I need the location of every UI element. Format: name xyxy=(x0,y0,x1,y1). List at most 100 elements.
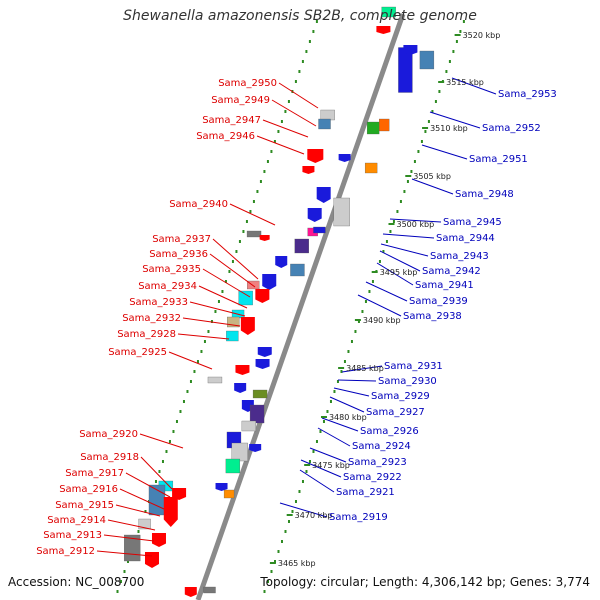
tick-dot xyxy=(315,440,318,443)
gene-arrow xyxy=(307,208,322,222)
gene-label-sama-2947[interactable]: Sama_2947 xyxy=(202,115,261,126)
gene-label-sama-2925[interactable]: Sama_2925 xyxy=(108,347,167,358)
label-connector xyxy=(389,218,442,223)
tick-dot xyxy=(200,350,203,353)
gene-label-sama-2919[interactable]: Sama_2919 xyxy=(329,512,388,523)
gene-arrow xyxy=(235,365,250,375)
label-connector xyxy=(140,456,173,490)
gene-label-sama-2923[interactable]: Sama_2923 xyxy=(348,457,407,468)
tick-dot xyxy=(175,420,178,423)
gene-label-sama-2951[interactable]: Sama_2951 xyxy=(469,154,528,165)
gene-label-sama-2921[interactable]: Sama_2921 xyxy=(336,487,395,498)
label-connector xyxy=(125,472,171,498)
tick-dot xyxy=(242,230,245,233)
tick-dot xyxy=(308,40,311,43)
gene-label-sama-2948[interactable]: Sama_2948 xyxy=(455,189,514,200)
label-connectors xyxy=(96,77,497,557)
tick-dot xyxy=(193,370,196,373)
gene-label-sama-2940[interactable]: Sama_2940 xyxy=(169,199,228,210)
gene-label-sama-2944[interactable]: Sama_2944 xyxy=(436,233,495,244)
gene-box xyxy=(419,50,435,70)
gene-label-sama-2913[interactable]: Sama_2913 xyxy=(43,530,102,541)
scale-labels: 3520 kbp 3515 kbp 3510 kbp 3505 kbp 3500 kbp… xyxy=(269,31,500,568)
tick-dot xyxy=(221,290,224,293)
gene-label-sama-2946[interactable]: Sama_2946 xyxy=(196,131,255,142)
tick-dot xyxy=(126,560,129,563)
gene-label-sama-2945[interactable]: Sama_2945 xyxy=(443,217,502,228)
scale-label: 3505 kbp xyxy=(413,172,451,181)
gene-label-sama-2929[interactable]: Sama_2929 xyxy=(371,391,430,402)
gene-label-sama-2932[interactable]: Sama_2932 xyxy=(122,313,181,324)
gene-label-sama-2918[interactable]: Sama_2918 xyxy=(80,452,139,463)
gene-label-sama-2950[interactable]: Sama_2950 xyxy=(218,78,277,89)
gene-label-sama-2930[interactable]: Sama_2930 xyxy=(378,376,437,387)
tick-dot xyxy=(424,130,427,133)
gene-arrow xyxy=(234,383,247,393)
tick-dot xyxy=(329,400,332,403)
gene-label-sama-2914[interactable]: Sama_2914 xyxy=(47,515,106,526)
label-connector xyxy=(177,333,230,340)
tick-dot xyxy=(189,380,192,383)
label-connector xyxy=(451,77,497,95)
tick-dot xyxy=(273,560,276,563)
gene-track xyxy=(124,6,435,597)
gene-box xyxy=(238,290,253,306)
gene-label-sama-2942[interactable]: Sama_2942 xyxy=(422,266,481,277)
gene-box xyxy=(313,226,326,234)
tick-dot xyxy=(312,450,315,453)
gene-label-sama-2928[interactable]: Sama_2928 xyxy=(117,329,176,340)
label-connector xyxy=(300,459,342,478)
tick-dot xyxy=(350,340,353,343)
gene-label-sama-2915[interactable]: Sama_2915 xyxy=(55,500,114,511)
gene-label-sama-2917[interactable]: Sama_2917 xyxy=(65,468,124,479)
gene-arrow xyxy=(240,317,255,335)
accession-text: Accession: NC_008700 xyxy=(8,575,145,589)
gene-label-sama-2939[interactable]: Sama_2939 xyxy=(409,296,468,307)
label-connector xyxy=(103,534,155,542)
tick-dot xyxy=(354,330,357,333)
label-connector xyxy=(96,550,153,557)
tick-dot xyxy=(256,190,259,193)
gene-label-sama-2952[interactable]: Sama_2952 xyxy=(482,123,541,134)
gene-label-sama-2931[interactable]: Sama_2931 xyxy=(384,361,443,372)
tick-dot xyxy=(123,570,126,573)
gene-label-sama-2920[interactable]: Sama_2920 xyxy=(79,429,138,440)
tick-dot xyxy=(277,550,280,553)
scale-label: 3485 kbp xyxy=(346,364,384,373)
gene-label-sama-2953[interactable]: Sama_2953 xyxy=(498,89,557,100)
gene-box xyxy=(223,489,235,499)
label-connector xyxy=(115,504,161,517)
gene-box xyxy=(247,280,260,290)
gene-box xyxy=(290,263,305,277)
tick-dot xyxy=(448,60,451,63)
gene-arrow xyxy=(302,166,315,174)
label-connector xyxy=(189,301,246,317)
tick-dot xyxy=(301,480,304,483)
tick-dot xyxy=(459,30,462,33)
gene-label-sama-2949[interactable]: Sama_2949 xyxy=(211,95,270,106)
gene-label-sama-2916[interactable]: Sama_2916 xyxy=(59,484,118,495)
gene-label-sama-2912[interactable]: Sama_2912 xyxy=(36,546,95,557)
gene-label-sama-2933[interactable]: Sama_2933 xyxy=(129,297,188,308)
tick-dot xyxy=(119,580,122,583)
gene-label-sama-2926[interactable]: Sama_2926 xyxy=(360,426,419,437)
gene-label-sama-2935[interactable]: Sama_2935 xyxy=(142,264,201,275)
tick-dot xyxy=(382,250,385,253)
gene-label-sama-2934[interactable]: Sama_2934 xyxy=(138,281,197,292)
gene-label-sama-2936[interactable]: Sama_2936 xyxy=(149,249,208,260)
label-connector xyxy=(382,233,435,239)
label-connector xyxy=(376,262,414,286)
gene-label-sama-2938[interactable]: Sama_2938 xyxy=(403,311,462,322)
tick-dot xyxy=(182,400,185,403)
gene-label-sama-2941[interactable]: Sama_2941 xyxy=(415,280,474,291)
gene-label-sama-2922[interactable]: Sama_2922 xyxy=(343,472,402,483)
gene-label-sama-2937[interactable]: Sama_2937 xyxy=(152,234,211,245)
gene-box xyxy=(294,238,309,254)
label-connector xyxy=(209,253,256,288)
gene-label-sama-2924[interactable]: Sama_2924 xyxy=(352,441,411,452)
tick-dot xyxy=(280,120,283,123)
tick-dot xyxy=(378,260,381,263)
gene-label-sama-2927[interactable]: Sama_2927 xyxy=(366,407,425,418)
gene-label-sama-2943[interactable]: Sama_2943 xyxy=(430,251,489,262)
